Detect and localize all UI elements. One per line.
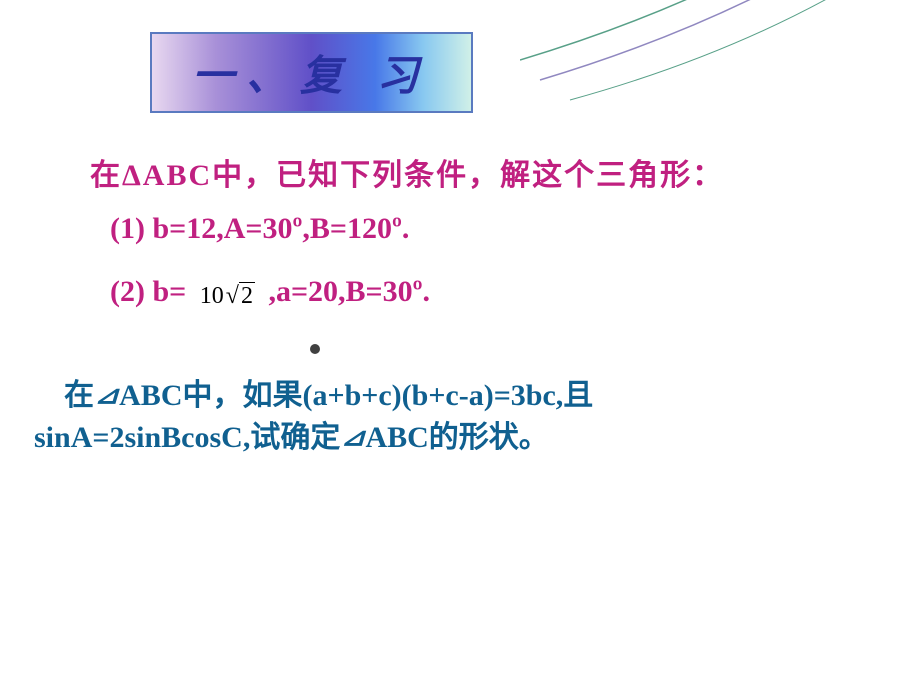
triangle-symbol-1: ⊿ [94, 378, 119, 414]
item2-suffix: ,a=20,B=30º. [268, 275, 430, 308]
problem2-block: 在⊿ABC中，如果(a+b+c)(b+c-a)=3bc,且 sinA=2sinB… [34, 375, 890, 459]
section-header-container: 一、复 习 [150, 32, 473, 113]
triangle-symbol-2: ⊿ [340, 420, 365, 456]
p2-text-a: 在 [64, 379, 94, 412]
p2-text-d: ABC的形状。 [365, 421, 548, 454]
sqrt-symbol: √ [226, 283, 239, 310]
bullet-dot [310, 344, 320, 354]
section-header-border: 一、复 习 [150, 32, 473, 113]
section-header: 一、复 习 [152, 34, 471, 111]
p2-text-c: sinA=2sinBcosC,试确定 [34, 421, 340, 454]
problem1-intro: 在ΔABC中，已知下列条件，解这个三角形： [90, 150, 724, 194]
problem1-item2: (2) b= 10 √ 2 ,a=20,B=30º. [110, 275, 430, 309]
item2-prefix: (2) b= [110, 275, 186, 308]
sqrt-coefficient: 10 [200, 283, 224, 310]
sqrt-expression: 10 √ 2 [200, 282, 255, 310]
problem1-item1: (1) b=12,A=30º,B=120º. [110, 212, 409, 246]
sqrt-radicand: 2 [239, 282, 255, 310]
p2-text-b: ABC中，如果(a+b+c)(b+c-a)=3bc,且 [119, 379, 593, 412]
